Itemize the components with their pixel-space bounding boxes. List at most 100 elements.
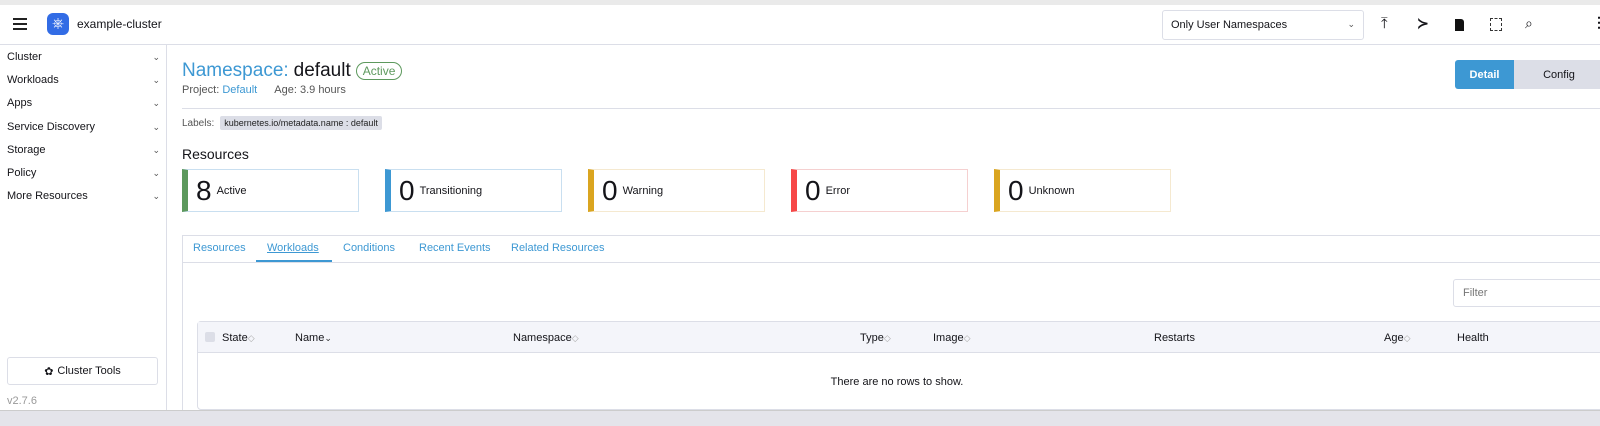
sidebar-item-service-discovery[interactable]: Service Discovery ⌄ xyxy=(7,117,160,137)
sidebar-item-policy[interactable]: Policy ⌄ xyxy=(7,163,160,183)
column-namespace[interactable]: Namespace◇ xyxy=(513,332,579,344)
workloads-table xyxy=(197,321,1600,410)
chevron-down-icon: ⌄ xyxy=(152,167,160,178)
sort-icon: ◇ xyxy=(571,333,579,343)
column-age[interactable]: Age◇ xyxy=(1384,332,1411,344)
column-label: Age xyxy=(1384,332,1404,344)
detail-button[interactable]: Detail xyxy=(1455,60,1514,89)
sort-down-icon: ⌄ xyxy=(324,333,332,343)
card-count: 0 xyxy=(805,174,821,206)
upload-icon[interactable]: ⤒ xyxy=(1381,15,1388,32)
card-count: 8 xyxy=(196,174,212,206)
page-title: Namespace: default Active xyxy=(182,60,403,82)
tab-bar-divider xyxy=(182,262,1600,263)
sort-icon: ◇ xyxy=(883,333,891,343)
card-count: 0 xyxy=(602,174,618,206)
resource-card-active: 8 Active xyxy=(182,169,359,212)
divider xyxy=(182,108,1600,109)
age-value: Age: 3.9 hours xyxy=(274,84,346,96)
column-image[interactable]: Image◇ xyxy=(933,332,971,344)
copy-icon[interactable] xyxy=(1490,18,1502,31)
column-label: Name xyxy=(295,332,325,344)
sidebar-item-cluster[interactable]: Cluster ⌄ xyxy=(7,47,160,67)
tab-workloads[interactable]: Workloads xyxy=(267,242,319,254)
card-label: Warning xyxy=(622,184,664,197)
tab-recent-events[interactable]: Recent Events xyxy=(419,242,491,254)
search-icon[interactable]: ⌕ xyxy=(1525,15,1533,31)
namespace-filter-select[interactable]: Only User Namespaces ⌄ xyxy=(1162,10,1364,40)
sidebar-item-label: Apps xyxy=(7,97,33,109)
empty-table-message: There are no rows to show. xyxy=(830,376,964,388)
resource-card-unknown: 0 Unknown xyxy=(994,169,1171,212)
column-label: Health xyxy=(1457,332,1489,344)
cluster-tools-button[interactable]: ✿ Cluster Tools xyxy=(7,357,158,385)
sidebar-item-more-resources[interactable]: More Resources ⌄ xyxy=(7,186,160,206)
column-name[interactable]: Name⌄ xyxy=(295,332,332,344)
namespace-name: default xyxy=(293,60,351,81)
labels-label: Labels: xyxy=(182,117,215,129)
browser-strip xyxy=(0,0,1600,5)
chevron-down-icon: ⌄ xyxy=(152,190,160,201)
sort-icon: ◇ xyxy=(1403,333,1411,343)
chevron-down-icon: ⌄ xyxy=(152,144,160,155)
table-header xyxy=(198,322,1600,353)
resource-card-warning: 0 Warning xyxy=(588,169,765,212)
project-label: Project: xyxy=(182,84,220,96)
column-state[interactable]: State◇ xyxy=(222,332,255,344)
top-header: ⎈ example-cluster Only User Namespaces ⌄ … xyxy=(0,5,1600,45)
card-label: Active xyxy=(216,184,247,197)
sidebar-item-apps[interactable]: Apps ⌄ xyxy=(7,93,160,113)
sidebar-item-label: Service Discovery xyxy=(7,121,96,133)
chevron-down-icon: ⌄ xyxy=(152,51,160,62)
sidebar-item-label: More Resources xyxy=(7,190,88,202)
terminal-icon[interactable]: ≻ xyxy=(1417,15,1429,31)
chevron-down-icon: ⌄ xyxy=(1347,19,1355,29)
chevron-down-icon: ⌄ xyxy=(152,97,160,108)
hamburger-menu-icon[interactable] xyxy=(13,18,27,30)
more-icon[interactable]: ⋮ xyxy=(1592,14,1600,30)
detail-config-toggle: Detail Config xyxy=(1455,60,1600,89)
sidebar-item-label: Policy xyxy=(7,167,37,179)
namespace-meta: Project: Default Age: 3.9 hours xyxy=(182,84,346,96)
kubernetes-logo-icon: ⎈ xyxy=(47,13,69,35)
column-label: State xyxy=(222,332,248,344)
resource-card-error: 0 Error xyxy=(791,169,968,212)
card-label: Unknown xyxy=(1028,184,1075,197)
sidebar-item-workloads[interactable]: Workloads ⌄ xyxy=(7,70,160,90)
column-health: Health xyxy=(1457,332,1489,344)
config-button[interactable]: Config xyxy=(1514,60,1600,89)
sidebar-item-label: Workloads xyxy=(7,74,59,86)
active-tab-indicator xyxy=(256,260,332,262)
gear-icon: ✿ xyxy=(44,365,54,378)
cluster-tools-label: Cluster Tools xyxy=(57,365,121,377)
sidebar-item-storage[interactable]: Storage ⌄ xyxy=(7,140,160,160)
card-count: 0 xyxy=(1008,174,1024,206)
card-label: Transitioning xyxy=(419,184,483,197)
column-label: Type xyxy=(860,332,884,344)
sort-icon: ◇ xyxy=(963,333,971,343)
column-label: Restarts xyxy=(1154,332,1195,344)
title-prefix: Namespace: xyxy=(182,60,289,81)
file-icon[interactable] xyxy=(1455,19,1464,31)
chevron-down-icon: ⌄ xyxy=(152,121,160,132)
column-label: Image xyxy=(933,332,964,344)
tab-resources[interactable]: Resources xyxy=(193,242,246,254)
project-link[interactable]: Default xyxy=(222,84,258,96)
cluster-name: example-cluster xyxy=(77,17,162,31)
bottom-bar xyxy=(0,410,1600,426)
tab-related-resources[interactable]: Related Resources xyxy=(511,242,605,254)
resource-card-transitioning: 0 Transitioning xyxy=(385,169,562,212)
filter-input[interactable] xyxy=(1453,279,1600,307)
resources-heading: Resources xyxy=(182,146,249,162)
select-all-checkbox[interactable] xyxy=(205,332,215,342)
labels-row: Labels: kubernetes.io/metadata.name : de… xyxy=(182,116,382,130)
card-count: 0 xyxy=(399,174,415,206)
column-restarts: Restarts xyxy=(1154,332,1195,344)
chevron-down-icon: ⌄ xyxy=(152,74,160,85)
tab-conditions[interactable]: Conditions xyxy=(343,242,395,254)
column-type[interactable]: Type◇ xyxy=(860,332,891,344)
sidebar-item-label: Storage xyxy=(7,144,46,156)
label-tag: kubernetes.io/metadata.name : default xyxy=(220,116,382,130)
namespace-filter-value: Only User Namespaces xyxy=(1171,19,1288,31)
status-badge: Active xyxy=(355,62,403,80)
